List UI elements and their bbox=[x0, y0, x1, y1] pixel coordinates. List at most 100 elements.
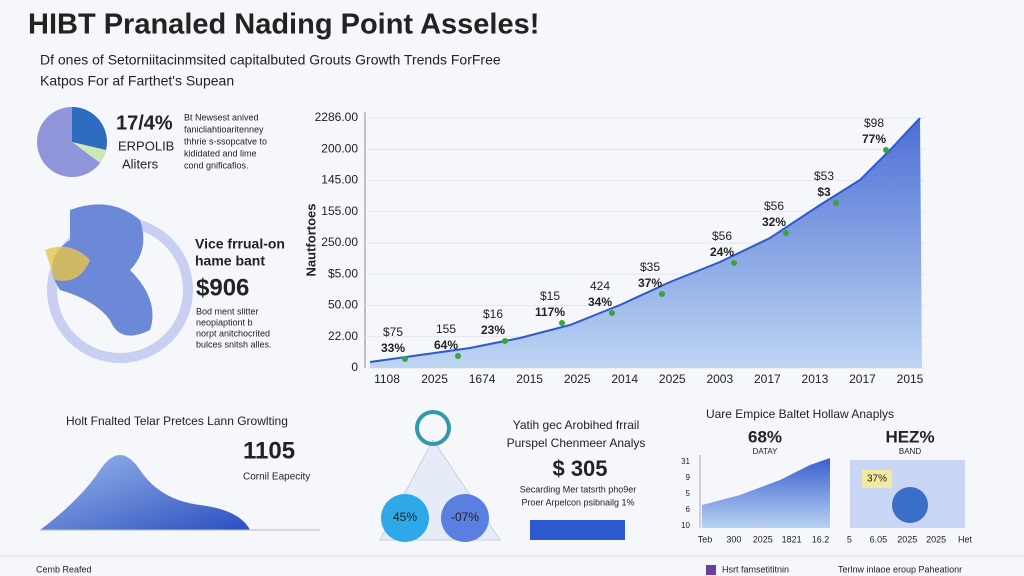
summary-line: thhrie s-ssopcatve to bbox=[184, 136, 267, 146]
panel-caption: Cornil Eapecity bbox=[243, 472, 310, 483]
pct-bubble bbox=[441, 494, 489, 542]
panel-text: Secarding Mer tatsrth pho9er bbox=[520, 484, 637, 494]
panel-title: Uare Empice Baltet Hollaw Anaplys bbox=[706, 407, 894, 421]
pie-sub: ERPOLIB bbox=[118, 138, 174, 153]
summary-text: Bt Newsest anived fanicliahtioaritenney th… bbox=[184, 112, 267, 170]
y-tick-label: $5.00 bbox=[328, 266, 358, 280]
icon bbox=[415, 410, 451, 446]
x-tick-label: 2025 bbox=[421, 372, 448, 386]
panel-value: 1105 bbox=[243, 437, 295, 464]
x-tick-label: Het bbox=[958, 534, 973, 544]
x-tick-label: 2017 bbox=[754, 372, 781, 386]
y-tick-label: 22.00 bbox=[328, 329, 358, 343]
x-tick-label: 2015 bbox=[897, 372, 924, 386]
map-shape bbox=[52, 204, 153, 336]
map-line: neopiaptiont b bbox=[196, 317, 253, 327]
summary-line: kididated and lime bbox=[184, 148, 257, 158]
y-tick-label: 145.00 bbox=[321, 173, 358, 187]
x-tick-label: 2013 bbox=[802, 372, 829, 386]
pie-label: 17/4% bbox=[116, 112, 173, 134]
panel-title: Holt Fnalted Telar Pretces Lann Growltin… bbox=[66, 414, 288, 428]
x-tick-label: 1674 bbox=[469, 372, 496, 386]
map-heading: Vice frrual-on bbox=[195, 236, 285, 252]
x-tick-label: 1821 bbox=[782, 534, 802, 544]
y-tick-label: 200.00 bbox=[321, 141, 358, 155]
title: HIBT Pranaled Nading Point Asseles! bbox=[28, 9, 539, 41]
annotation-value: $98 bbox=[864, 116, 884, 130]
x-tick-label: 16.2 bbox=[812, 534, 830, 544]
annotation-pct: 23% bbox=[481, 323, 505, 337]
stat-sub: BAND bbox=[899, 447, 921, 456]
pct: -07% bbox=[451, 510, 479, 524]
annotation-dot bbox=[609, 310, 615, 316]
annotation-value: 424 bbox=[590, 279, 610, 293]
summary-line: fanicliahtioaritenney bbox=[184, 124, 264, 134]
annotation-pct: 24% bbox=[710, 245, 734, 259]
annotation-value: $15 bbox=[540, 289, 560, 303]
y-tick-label: 10 bbox=[681, 521, 690, 530]
pie-slice bbox=[72, 107, 107, 150]
main-chart: 2286.00 200.00 145.00 155.00 250.00 $5.00 50.0… bbox=[315, 110, 924, 386]
x-tick-label: 2003 bbox=[706, 372, 733, 386]
x-tick-label: 5 bbox=[847, 534, 852, 544]
y-tick-label: 155.00 bbox=[321, 204, 358, 218]
annotation-pct: 33% bbox=[381, 341, 405, 355]
annotation-value: 155 bbox=[436, 322, 456, 336]
annotation-pct: 34% bbox=[588, 295, 612, 309]
annotation-pct: 37% bbox=[638, 276, 662, 290]
x-tick-label: 2017 bbox=[849, 372, 876, 386]
footer-text: Cemb Reafed bbox=[36, 564, 92, 574]
annotation-dot bbox=[883, 147, 889, 153]
x-tick-label: 2015 bbox=[516, 372, 543, 386]
y-tick-label: 0 bbox=[351, 360, 358, 374]
annotation-pct: 64% bbox=[434, 338, 458, 352]
annotation-value: $16 bbox=[483, 307, 503, 321]
annotation-dot bbox=[559, 320, 565, 326]
annotation-value: $53 bbox=[814, 169, 834, 183]
annotation-dot bbox=[833, 200, 839, 206]
annotation-value: $35 bbox=[640, 260, 660, 274]
y-tick-label: 250.00 bbox=[321, 235, 358, 249]
panel-title: Purspel Chenmeer Analys bbox=[507, 436, 646, 450]
map-line: bulces snitsh alles. bbox=[196, 339, 272, 349]
y-tick-label: 9 bbox=[686, 473, 691, 482]
annotation-dot bbox=[659, 291, 665, 297]
annotation-pct: 117% bbox=[535, 305, 565, 319]
panel-bar bbox=[530, 520, 625, 540]
annotation-value: $75 bbox=[383, 325, 403, 339]
pct: 45% bbox=[393, 510, 417, 524]
map-heading: hame bant bbox=[195, 253, 265, 269]
badge bbox=[862, 470, 892, 488]
badge-text: 37% bbox=[867, 474, 887, 485]
map-value: $906 bbox=[196, 274, 249, 301]
pct-bubble bbox=[381, 494, 429, 542]
area bbox=[370, 118, 922, 368]
annotation-dot bbox=[502, 338, 508, 344]
x-tick-label: 2025 bbox=[897, 534, 917, 544]
annotation-value: $56 bbox=[712, 229, 732, 243]
annotation-pct: 32% bbox=[762, 215, 786, 229]
y-tick-label: 50.00 bbox=[328, 298, 358, 312]
annotation-dot bbox=[731, 260, 737, 266]
annotation-dot bbox=[402, 356, 408, 362]
stat: 68% bbox=[748, 427, 782, 446]
x-tick-label: 2025 bbox=[564, 372, 591, 386]
panel-title: Yatih gec Arobihed frrail bbox=[513, 418, 640, 432]
footer-text: Terlnw inlaoe eroup Paheationr bbox=[838, 564, 962, 574]
annotation-pct: $3 bbox=[817, 185, 831, 199]
pie-sub: Aliters bbox=[122, 156, 159, 171]
annotation-pct: 77% bbox=[862, 132, 886, 146]
subtitle: Katpos For af Farthet's Supean bbox=[40, 73, 234, 89]
summary-line: cond gnificafios. bbox=[184, 160, 249, 170]
panel-right-axis: 31 9 5 6 10 Teb 300 2025 1821 16.2 5 6.05 2025 2025 He… bbox=[681, 457, 972, 544]
x-tick-label: 2025 bbox=[659, 372, 686, 386]
map-region bbox=[45, 246, 90, 281]
annotation-dot bbox=[783, 230, 789, 236]
stat-sub: DATAY bbox=[753, 447, 779, 456]
footer-icon bbox=[706, 565, 716, 575]
x-tick-label: 300 bbox=[726, 534, 741, 544]
y-tick-label: 6 bbox=[686, 505, 691, 514]
